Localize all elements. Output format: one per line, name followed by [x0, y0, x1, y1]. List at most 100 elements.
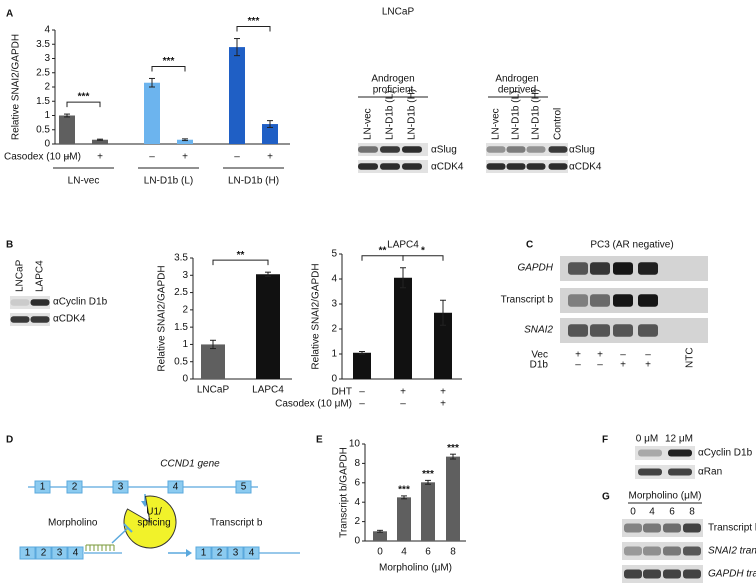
band [526, 163, 546, 170]
panel-label: E [316, 435, 323, 446]
exon-label: 3 [118, 482, 124, 493]
y-tick-label: 6 [354, 477, 360, 488]
condition-sign: + [597, 350, 603, 361]
y-tick-label: 0.5 [174, 356, 188, 367]
lane-label: NTC [685, 347, 696, 368]
band [683, 523, 701, 533]
y-tick-label: 2 [331, 324, 337, 335]
row-label: GAPDH transcript [708, 569, 756, 580]
bar [256, 274, 280, 379]
y-tick-label: 2.5 [36, 67, 50, 78]
significance: *** [248, 16, 260, 27]
band [683, 569, 701, 579]
condition-sign: – [597, 360, 603, 371]
bar [177, 139, 193, 144]
band [10, 299, 30, 306]
y-tick-label: 3.5 [174, 253, 188, 264]
group-label: LN-vec [68, 176, 100, 187]
exon-label: 5 [241, 482, 247, 493]
morpholino-oligo [85, 544, 115, 551]
y-tick-label: 2 [182, 304, 188, 315]
band [486, 146, 506, 153]
exon-label: 2 [72, 482, 78, 493]
band [638, 324, 658, 337]
lane-label: LN-vec [491, 108, 502, 140]
band [638, 468, 662, 476]
chart-title: LAPC4 [387, 240, 419, 251]
chart-title: LNCaP [382, 7, 415, 18]
exon-label: 1 [201, 548, 207, 559]
band [663, 546, 681, 556]
row-sign: + [400, 387, 406, 398]
gel-title: PC3 (AR negative) [590, 240, 673, 251]
enzyme-label: U1/ [146, 507, 162, 518]
band [624, 523, 642, 533]
exon-label: 1 [25, 548, 31, 559]
exon-label: 4 [249, 548, 255, 559]
band [568, 262, 588, 275]
row-sign: – [359, 387, 365, 398]
band [613, 324, 633, 337]
row-label: Casodex (10 μM) [4, 152, 81, 163]
lane-label: Control [553, 108, 564, 140]
band [358, 163, 378, 170]
band [663, 569, 681, 579]
condition-label: D1b [530, 360, 549, 371]
x-tick-label: LAPC4 [252, 385, 284, 396]
band [613, 262, 633, 275]
blot-header: deprived [498, 85, 536, 96]
band [402, 163, 422, 170]
exon-label: 3 [57, 548, 63, 559]
band [506, 163, 526, 170]
bar [421, 482, 435, 541]
exon [67, 546, 84, 560]
bar [353, 352, 371, 379]
exon-label: 1 [40, 482, 46, 493]
significance: *** [422, 469, 434, 480]
y-tick-label: 3 [331, 299, 337, 310]
band [668, 449, 692, 457]
blot-header: Androgen [371, 74, 414, 85]
row-label: Casodex (10 μM) [275, 399, 352, 410]
band [638, 449, 662, 457]
band [402, 146, 422, 153]
gel-row [622, 565, 703, 583]
exon [19, 546, 36, 560]
y-tick-label: 0.5 [36, 124, 50, 135]
exon [195, 546, 212, 560]
condition-sign: + [645, 360, 651, 371]
y-tick-label: 4 [354, 497, 360, 508]
row-sign: + [440, 399, 446, 410]
group-label: LN-D1b (H) [228, 176, 279, 187]
band [590, 324, 610, 337]
antibody-label: αRan [698, 467, 722, 478]
bracket [212, 259, 269, 266]
x-axis-label: Morpholino (μM) [379, 563, 452, 574]
band [624, 546, 642, 556]
row-sign: – [359, 399, 365, 410]
blot-header: proficient [373, 85, 414, 96]
gel-row [560, 288, 708, 313]
group-label: LN-D1b (L) [144, 176, 193, 187]
band [638, 262, 658, 275]
gel-row [622, 542, 703, 560]
condition-sign: + [620, 360, 626, 371]
significance: *** [163, 56, 175, 67]
band [30, 299, 50, 306]
row-label: DHT [331, 387, 352, 398]
lane-label: LN-D1b (H) [407, 89, 418, 140]
antibody-label: αSlug [431, 145, 457, 156]
x-tick-label: LNCaP [197, 385, 230, 396]
lane-label: 8 [689, 507, 695, 518]
gel-title: Morpholino (μM) [628, 491, 701, 502]
exon-label: 2 [217, 548, 223, 559]
y-tick-label: 4 [44, 25, 50, 36]
band [548, 146, 568, 153]
exon [167, 480, 184, 494]
band [10, 316, 30, 323]
band [624, 569, 642, 579]
blot-header: Androgen [495, 74, 538, 85]
y-tick-label: 1.5 [174, 322, 188, 333]
exon [66, 480, 83, 494]
